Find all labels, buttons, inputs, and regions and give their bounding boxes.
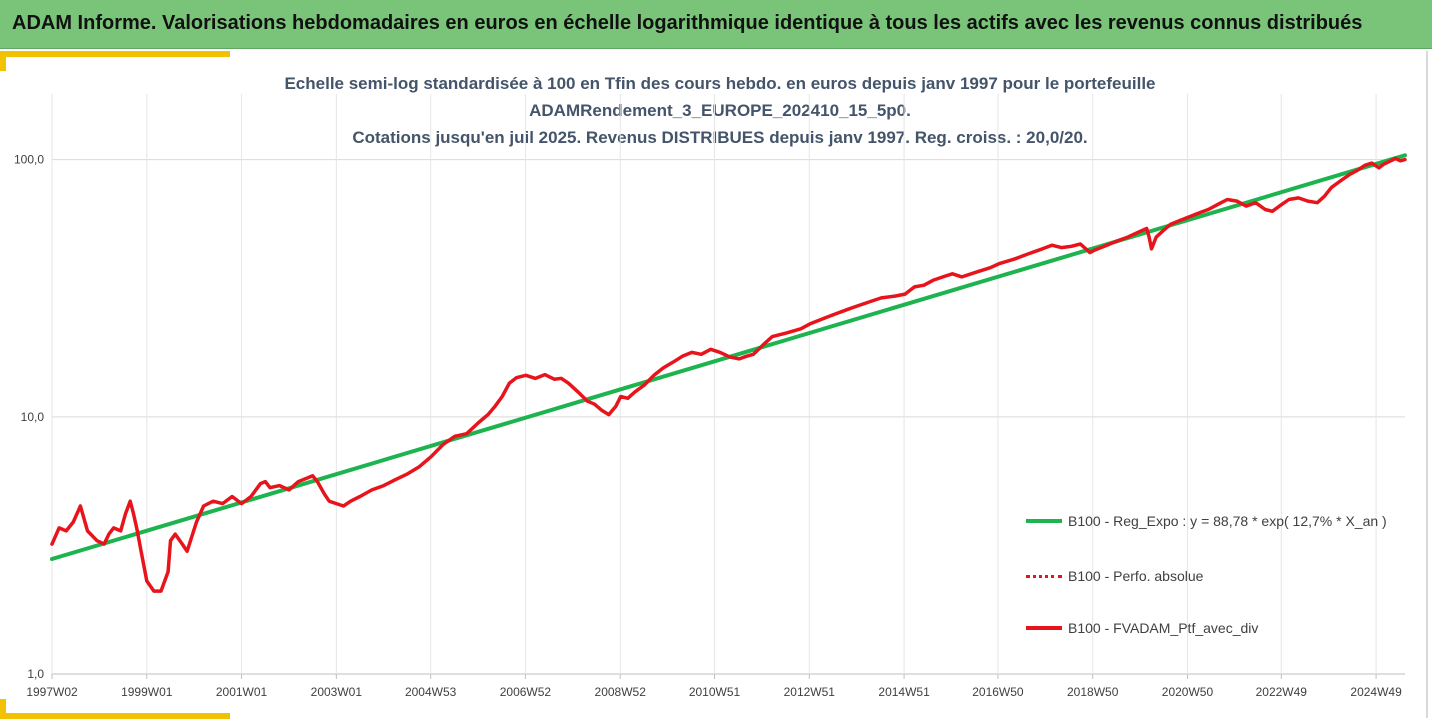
x-tick-label: 2006W52: [500, 685, 552, 699]
x-tick-label: 2022W49: [1256, 685, 1308, 699]
chart-frame-right: [1426, 51, 1428, 718]
x-tick-label: 2008W52: [595, 685, 647, 699]
y-tick-label: 1,0: [27, 667, 44, 681]
x-tick-label: 2012W51: [784, 685, 836, 699]
x-tick-label: 1997W02: [26, 685, 78, 699]
page-title: ADAM Informe. Valorisations hebdomadaire…: [12, 12, 1363, 34]
header-bar: [0, 0, 1432, 49]
legend-label-perfo-absolue: B100 - Perfo. absolue: [1068, 568, 1204, 584]
legend-swatch-perfo-absolue: [1026, 574, 1062, 578]
x-tick-label: 2004W53: [405, 685, 457, 699]
x-tick-label: 2014W51: [878, 685, 930, 699]
y-tick-label: 10,0: [21, 410, 45, 424]
legend-swatch-portfolio: [1026, 626, 1062, 630]
legend-item-perfo-absolue: B100 - Perfo. absolue: [1026, 561, 1203, 591]
legend-label-portfolio: B100 - FVADAM_Ptf_avec_div: [1068, 620, 1259, 636]
chart-title-line-1: Echelle semi-log standardisée à 100 en T…: [284, 74, 1156, 93]
x-tick-label: 2001W01: [216, 685, 268, 699]
accent-bar-left-top: [0, 51, 6, 71]
x-tick-label: 2003W01: [311, 685, 363, 699]
x-tick-label: 2018W50: [1067, 685, 1119, 699]
portfolio-line: [50, 156, 1407, 593]
x-tick-label: 2010W51: [689, 685, 741, 699]
accent-bar-top: [0, 51, 230, 57]
x-tick-label: 2020W50: [1162, 685, 1214, 699]
y-tick-label: 100,0: [14, 153, 44, 167]
x-tick-label: 1999W01: [121, 685, 173, 699]
legend-label-regression: B100 - Reg_Expo : y = 88,78 * exp( 12,7%…: [1068, 513, 1387, 529]
legend-item-regression: B100 - Reg_Expo : y = 88,78 * exp( 12,7%…: [1026, 506, 1387, 536]
x-tick-label: 2016W50: [972, 685, 1024, 699]
x-tick-label: 2024W49: [1350, 685, 1402, 699]
accent-bar-left-bottom: [0, 699, 6, 719]
accent-bar-bottom: [0, 713, 230, 719]
chart-title-line-2: ADAMRendement_3_EUROPE_202410_15_5p0.: [529, 101, 911, 120]
legend-swatch-regression: [1026, 519, 1062, 523]
legend-item-portfolio: B100 - FVADAM_Ptf_avec_div: [1026, 613, 1258, 643]
